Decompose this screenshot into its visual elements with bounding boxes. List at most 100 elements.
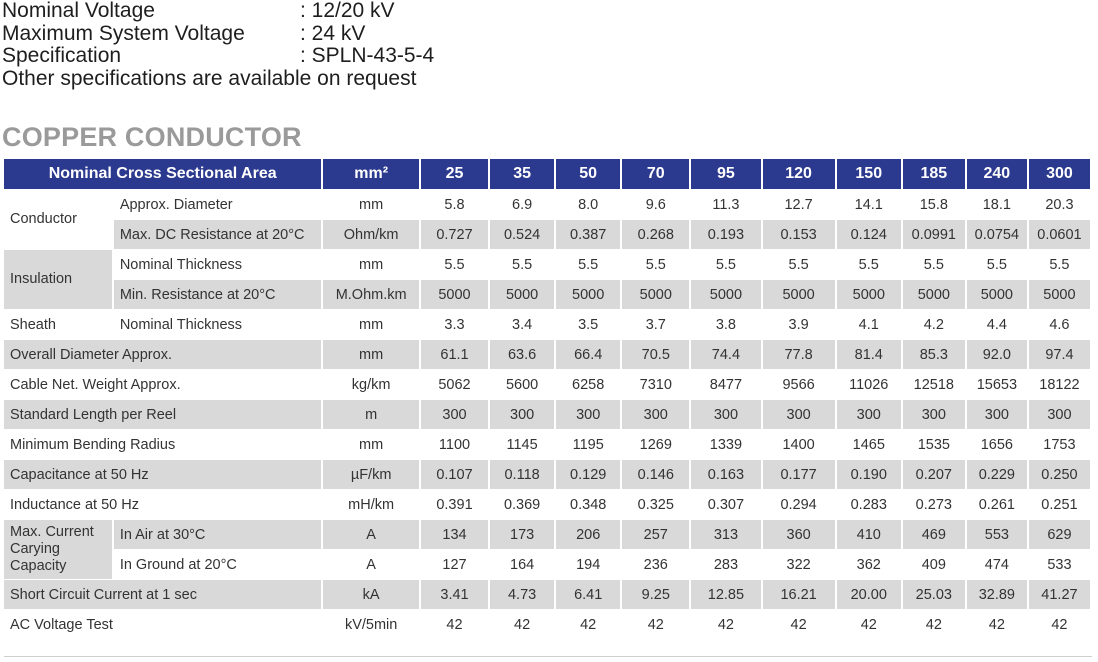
value-cell: 9566 <box>782 376 815 393</box>
value-cell: 11026 <box>849 376 889 393</box>
value-cell: 300 <box>902 400 965 429</box>
group-label-insulation: Insulation <box>4 250 112 309</box>
row-label: Capacitance at 50 Hz <box>4 460 322 489</box>
value-cell: 42 <box>580 616 597 633</box>
value-cell: 0.229 <box>966 460 1027 489</box>
value-cell: 4.4 <box>986 316 1007 333</box>
spec-row: Specification : SPLN-43-5-4 <box>2 44 434 68</box>
row-unit: mm <box>359 316 384 333</box>
value-cell: 5.5 <box>578 256 599 273</box>
value-cell: 0.0754 <box>966 220 1027 249</box>
value-cell: 3.7 <box>645 316 666 333</box>
spec-key: Nominal Voltage <box>2 0 155 22</box>
value-cell: 0.727 <box>420 220 489 249</box>
value-cell: 409 <box>921 556 946 573</box>
value-cell: 0.348 <box>570 496 607 513</box>
group-label-sheath: Sheath <box>10 316 56 333</box>
value-cell: 97.4 <box>1028 340 1090 369</box>
value-cell: 5000 <box>622 280 690 309</box>
value-cell: 5000 <box>836 280 901 309</box>
value-cell: 16.21 <box>762 580 835 609</box>
value-cell: 42 <box>717 616 734 633</box>
value-cell: 3.3 <box>444 316 465 333</box>
value-cell: 15653 <box>976 376 1018 393</box>
value-cell: 11.3 <box>712 196 740 213</box>
value-cell: 66.4 <box>556 340 621 369</box>
value-cell: 42 <box>860 616 877 633</box>
value-cell: 0.294 <box>780 496 817 513</box>
value-cell: 5000 <box>762 280 835 309</box>
table-row: Sheath Nominal Thickness mm 3.3 3.4 3.5 3.7… <box>4 310 1090 339</box>
value-cell: 5.5 <box>788 256 809 273</box>
value-cell: 1535 <box>917 436 950 453</box>
value-cell: 313 <box>691 520 761 549</box>
value-cell: 0.369 <box>503 496 541 513</box>
row-label: Minimum Bending Radius <box>10 436 176 453</box>
value-cell: 300 <box>420 400 489 429</box>
value-cell: 5000 <box>556 280 621 309</box>
spec-key: Maximum System Voltage <box>2 21 245 45</box>
value-cell: 300 <box>622 400 690 429</box>
row-label: In Air at 30°C <box>113 520 322 549</box>
value-cell: 0.391 <box>436 496 473 513</box>
row-label: Inductance at 50 Hz <box>10 496 139 513</box>
value-cell: 5.8 <box>444 196 465 213</box>
value-cell: 360 <box>762 520 835 549</box>
value-cell: 8477 <box>709 376 743 393</box>
row-unit: A <box>366 556 376 573</box>
row-label: Cable Net. Weight Approx. <box>10 376 181 393</box>
row-unit: kA <box>323 580 419 609</box>
value-cell: 0.387 <box>556 220 621 249</box>
value-cell: 4.2 <box>923 316 944 333</box>
header-size: 300 <box>1028 159 1090 189</box>
row-label: Approx. Diameter <box>119 196 233 213</box>
value-cell: 0.273 <box>915 496 952 513</box>
value-cell: 0.283 <box>850 496 887 513</box>
value-cell: 6.41 <box>556 580 621 609</box>
spec-summary: Nominal Voltage : 12/20 kV Maximum Syste… <box>2 0 434 90</box>
value-cell: 0.524 <box>490 220 555 249</box>
table-row: Min. Resistance at 20°C M.Ohm.km 5000 500… <box>4 280 1090 309</box>
value-cell: 0.129 <box>556 460 621 489</box>
row-unit: M.Ohm.km <box>323 280 419 309</box>
header-size: 150 <box>836 159 901 189</box>
value-cell: 42 <box>988 616 1005 633</box>
value-cell: 533 <box>1047 556 1072 573</box>
spec-note: Other specifications are available on re… <box>2 66 417 90</box>
value-cell: 0.207 <box>902 460 965 489</box>
value-cell: 1195 <box>572 436 604 453</box>
value-cell: 0.177 <box>762 460 835 489</box>
value-cell: 206 <box>556 520 621 549</box>
table-row: AC Voltage Test kV/5min 42 42 42 42 42 42 42 42… <box>4 610 1090 639</box>
table-row: Max. Current Carying Capacity In Air at … <box>4 520 1090 579</box>
value-cell: 0.0601 <box>1028 220 1090 249</box>
value-cell: 15.8 <box>919 196 948 213</box>
header-size: 95 <box>691 159 761 189</box>
spec-row: Nominal Voltage : 12/20 kV <box>2 0 434 23</box>
group-label-conductor: Conductor <box>10 211 77 227</box>
value-cell: 20.00 <box>836 580 901 609</box>
table-row: Insulation Nominal Thickness mm 5.5 5.5 5.… <box>4 250 1090 309</box>
value-cell: 42 <box>514 616 531 633</box>
value-cell: 257 <box>622 520 690 549</box>
value-cell: 0.153 <box>762 220 835 249</box>
value-cell: 42 <box>790 616 807 633</box>
value-cell: 77.8 <box>762 340 835 369</box>
table-row: Max. DC Resistance at 20°C Ohm/km 0.727 0… <box>4 220 1090 249</box>
value-cell: 300 <box>762 400 835 429</box>
row-unit: A <box>323 520 419 549</box>
value-cell: 5000 <box>966 280 1027 309</box>
value-cell: 8.0 <box>578 196 599 213</box>
value-cell: 0.107 <box>420 460 489 489</box>
value-cell: 12.7 <box>784 196 813 213</box>
row-label: In Ground at 20°C <box>119 556 237 573</box>
table-bottom-rule <box>4 656 1092 657</box>
header-size: 120 <box>762 159 835 189</box>
value-cell: 5.5 <box>645 256 666 273</box>
row-label: Max. DC Resistance at 20°C <box>113 220 322 249</box>
table-row: Short Circuit Current at 1 sec kA 3.41 4.… <box>4 580 1090 609</box>
value-cell: 173 <box>490 520 555 549</box>
spec-row: Maximum System Voltage : 24 kV <box>2 21 434 46</box>
value-cell: 3.9 <box>788 316 809 333</box>
value-cell: 63.6 <box>490 340 555 369</box>
